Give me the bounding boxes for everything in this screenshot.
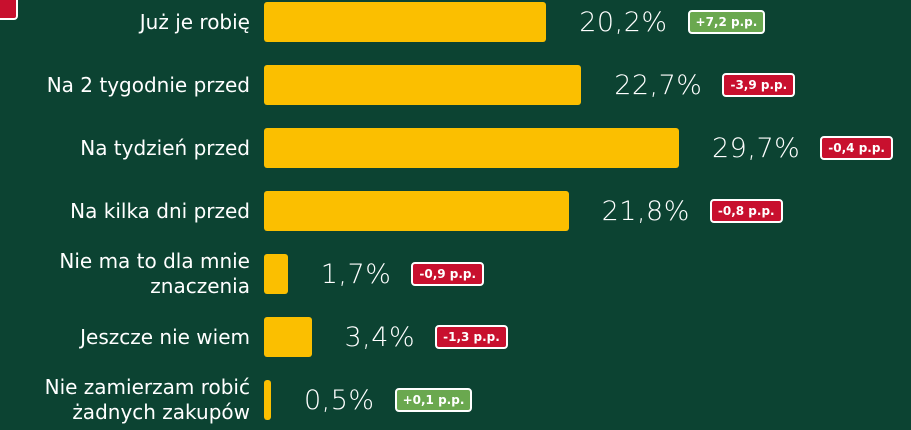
- change-badge: -1,3 p.p.: [435, 325, 508, 349]
- bar-row: Nie ma to dla mnie znaczenia 1,7% -0,9 p.p…: [0, 244, 485, 304]
- category-label: Na 2 tygodnie przed: [46, 72, 250, 97]
- change-badge: +7,2 p.p.: [687, 10, 766, 34]
- change-badge: +0,1 p.p.: [394, 388, 473, 412]
- value-label: 1,7%: [320, 258, 392, 290]
- change-badge: -0,4 p.p.: [820, 136, 893, 160]
- bar-row: Na kilka dni przed 21,8% -0,8 p.p.: [0, 181, 783, 241]
- category-label: Jeszcze nie wiem: [80, 324, 250, 349]
- bar: [264, 65, 582, 105]
- value-label: 20,2%: [579, 6, 668, 38]
- category-label: Nie zamierzam robić żadnych zakupów: [44, 375, 250, 424]
- bar: [264, 128, 679, 168]
- value-label: 21,8%: [601, 195, 690, 227]
- bar-row: Nie zamierzam robić żadnych zakupów 0,5% +…: [0, 370, 473, 430]
- bar-row: Na 2 tygodnie przed 22,7% -3,9 p.p.: [0, 55, 796, 115]
- category-label: Na kilka dni przed: [70, 198, 250, 223]
- bar-row: Już je robię 20,2% +7,2 p.p.: [0, 0, 766, 52]
- change-badge: -3,9 p.p.: [722, 73, 796, 97]
- category-label: Nie ma to dla mnie znaczenia: [59, 249, 250, 298]
- bar: [264, 254, 288, 294]
- value-label: 3,4%: [344, 321, 416, 353]
- bar: [264, 380, 271, 420]
- bar-row: Jeszcze nie wiem 3,4% -1,3 p.p.: [0, 307, 508, 367]
- bar: [264, 317, 312, 357]
- category-label: Już je robię: [139, 9, 250, 34]
- change-badge: -0,9 p.p.: [411, 262, 485, 286]
- bar-row: Na tydzień przed 29,7% -0,4 p.p.: [0, 118, 893, 178]
- bar: [264, 191, 569, 231]
- value-label: 29,7%: [712, 132, 801, 164]
- category-label: Na tydzień przed: [80, 135, 250, 160]
- bar: [264, 2, 547, 42]
- decoration: [0, 0, 18, 20]
- change-badge: -0,8 p.p.: [709, 199, 783, 223]
- value-label: 0,5%: [303, 384, 375, 416]
- value-label: 22,7%: [614, 69, 703, 101]
